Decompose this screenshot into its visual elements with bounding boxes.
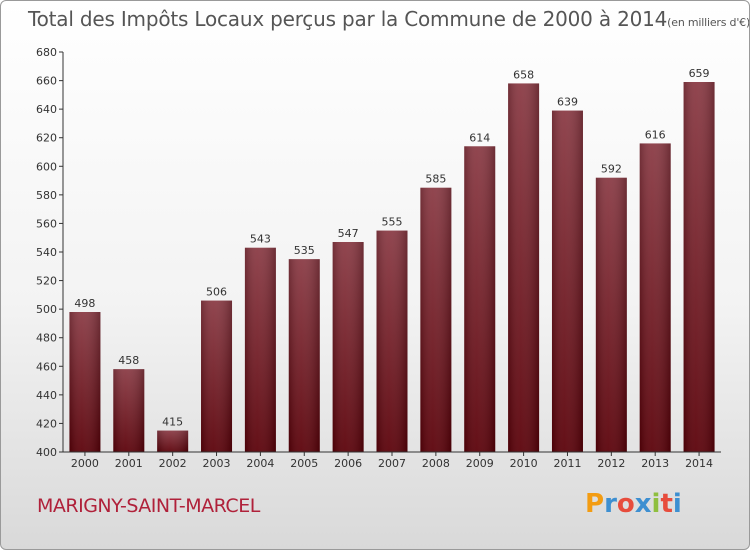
bar-value-label: 614 [469, 131, 490, 144]
y-tick-label: 540 [36, 246, 57, 259]
bar-value-label: 498 [74, 297, 95, 310]
y-tick-label: 660 [36, 75, 57, 88]
bars: 498 458 415 506 543 535 547 555 585 614 658 639 592 6… [69, 67, 715, 453]
bar-value-label: 639 [557, 96, 578, 109]
logo-letter: o [616, 489, 635, 519]
y-tick-label: 420 [36, 417, 57, 430]
logo-letter: x [634, 489, 652, 519]
y-tick-label: 520 [36, 275, 57, 288]
y-tick-label: 620 [36, 132, 57, 145]
x-tick-label: 2012 [597, 457, 625, 470]
bar-shading [420, 187, 452, 452]
title-text: Total des Impôts Locaux perçus par la Co… [28, 7, 668, 31]
bar-value-label: 658 [513, 68, 534, 81]
x-tick-label: 2008 [422, 457, 450, 470]
x-tick-label: 2014 [685, 457, 713, 470]
bar-shading [551, 110, 583, 453]
bar-shading [157, 430, 189, 452]
y-tick-label: 560 [36, 217, 57, 230]
x-tick-label: 2013 [641, 457, 669, 470]
bar-value-label: 543 [250, 233, 271, 246]
bar-value-label: 535 [294, 244, 315, 257]
y-tick-label: 500 [36, 303, 57, 316]
title-unit: (en milliers d'€) [667, 16, 750, 29]
bar-value-label: 616 [645, 128, 666, 141]
y-tick-label: 600 [36, 160, 57, 173]
x-tick-label: 2003 [203, 457, 231, 470]
y-tick-label: 440 [36, 389, 57, 402]
x-tick-label: 2010 [510, 457, 538, 470]
bar-shading [332, 242, 364, 452]
bar-shading [508, 83, 540, 452]
logo-letter: t [660, 489, 673, 519]
bar-value-label: 592 [601, 163, 622, 176]
bar-value-label: 555 [382, 216, 403, 229]
bar-value-label: 458 [118, 354, 139, 367]
y-tick-label: 460 [36, 360, 57, 373]
y-tick-label: 480 [36, 332, 57, 345]
bar-shading [69, 312, 101, 452]
y-tick-label: 640 [36, 103, 57, 116]
proxiti-logo: Proxiti [585, 489, 682, 519]
x-tick-label: 2001 [115, 457, 143, 470]
bar-value-label: 415 [162, 416, 183, 429]
bar-shading [113, 369, 145, 452]
logo-letter: r [604, 489, 617, 519]
x-tick-label: 2007 [378, 457, 406, 470]
logo-letter: i [672, 489, 682, 519]
bar-shading [201, 300, 233, 452]
bar-value-label: 547 [338, 227, 359, 240]
logo-letter: P [585, 489, 605, 519]
bar-value-label: 585 [425, 173, 446, 186]
bar-value-label: 506 [206, 286, 227, 299]
y-tick-label: 680 [36, 46, 57, 59]
x-tick-label: 2004 [246, 457, 274, 470]
x-tick-label: 2002 [159, 457, 187, 470]
x-axis: 2000 2001 2002 2003 2004 2005 2006 2007 2008 2009… [63, 451, 721, 470]
x-tick-label: 2006 [334, 457, 362, 470]
x-tick-label: 2005 [290, 457, 318, 470]
y-tick-label: 580 [36, 189, 57, 202]
logo-letter: i [651, 489, 661, 519]
bar-shading [464, 146, 496, 453]
bar-shading [376, 230, 408, 452]
bar-shading [639, 143, 671, 452]
bar-shading [683, 82, 715, 452]
chart-title: Total des Impôts Locaux perçus par la Co… [28, 7, 750, 31]
x-tick-label: 2000 [71, 457, 99, 470]
bar-shading [244, 247, 276, 452]
x-tick-label: 2009 [466, 457, 494, 470]
bar-value-label: 659 [689, 67, 710, 80]
bar-shading [595, 177, 627, 452]
y-tick-label: 400 [36, 446, 57, 459]
bar-shading [288, 259, 320, 452]
x-tick-label: 2011 [553, 457, 581, 470]
commune-name: MARIGNY-SAINT-MARCEL [37, 495, 260, 517]
y-axis: 400 420 440 460 480 500 520 540 560 580 600 620 640 6… [36, 46, 64, 459]
